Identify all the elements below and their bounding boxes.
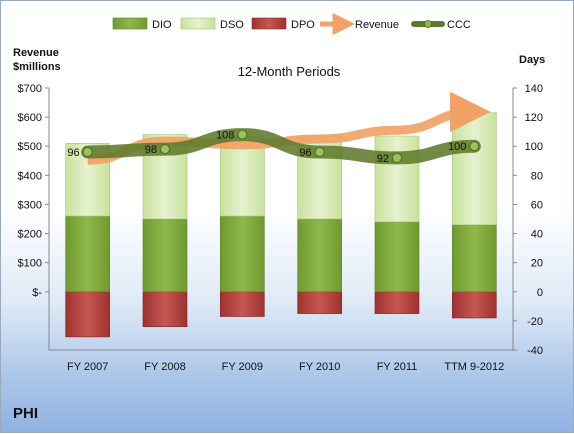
left-tick-label: $600	[18, 112, 42, 124]
right-tick-label: 0	[537, 287, 543, 299]
x-tick-label: FY 2007	[67, 361, 108, 373]
right-tick-label: 120	[525, 112, 543, 124]
left-axis-title-line1: Revenue	[13, 47, 59, 59]
left-axis-title-line2: $millions	[13, 61, 61, 73]
left-tick-label: $-	[32, 287, 42, 299]
right-tick-label: -40	[527, 345, 543, 357]
left-tick-label: $500	[18, 141, 42, 153]
legend-label-revenue: Revenue	[355, 19, 399, 31]
dio-bar	[142, 218, 188, 293]
ccc-point	[469, 141, 480, 152]
left-tick-label: $200	[18, 229, 42, 241]
right-tick-label: 140	[525, 83, 543, 95]
dso-bar	[374, 135, 420, 223]
legend-swatch-ccc-marker	[424, 20, 432, 28]
right-tick-label: 80	[531, 170, 543, 182]
dpo-bar	[142, 291, 188, 328]
ccc-point	[392, 152, 402, 163]
x-tick-label: FY 2009	[222, 361, 263, 373]
ccc-data-label: 108	[216, 130, 234, 142]
legend: DIO DSO DPO Revenue CCC	[112, 12, 471, 36]
right-tick-label: 40	[531, 229, 543, 241]
legend-label-dio: DIO	[152, 19, 172, 31]
ccc-layer: 96 98 108 96 92 100	[67, 128, 481, 165]
ccc-data-label: 96	[67, 147, 79, 159]
ticker-label: PHI	[13, 405, 39, 422]
chart-title: 12-Month Periods	[238, 64, 341, 79]
dio-bar	[297, 218, 342, 293]
legend-swatch-dio	[112, 17, 148, 30]
right-tick-label: 20	[531, 258, 543, 270]
legend-swatch-dpo	[251, 17, 287, 30]
ccc-point	[314, 147, 325, 158]
left-tick-label: $300	[18, 199, 42, 211]
left-tick-label: $400	[18, 170, 42, 182]
right-tick-label: -20	[527, 316, 543, 328]
ccc-data-label: 92	[377, 153, 389, 165]
dio-bar	[220, 215, 265, 293]
ccc-point	[82, 147, 93, 158]
ccc-point	[237, 129, 248, 140]
dpo-bar	[65, 291, 110, 338]
left-tick-label: $100	[18, 258, 42, 270]
right-tick-label: 100	[525, 141, 543, 153]
dpo-bar	[452, 291, 497, 319]
dso-bar	[452, 112, 497, 226]
left-tick-label: $700	[18, 83, 42, 95]
dio-bar	[374, 221, 420, 293]
right-axis-title: Days	[519, 54, 545, 66]
ccc-point	[160, 144, 170, 155]
legend-label-dpo: DPO	[291, 19, 315, 31]
ccc-data-label: 96	[299, 147, 311, 159]
dso-bar	[220, 135, 265, 217]
ticks-layer: $700 $600 $500 $400 $300 $200 $100 $- 140 120 100 8…	[18, 83, 543, 373]
dio-bar	[65, 215, 110, 293]
ccc-data-label: 100	[448, 141, 466, 153]
dpo-bar	[220, 291, 265, 317]
x-tick-label: FY 2008	[144, 361, 185, 373]
ccc-data-label: 98	[145, 144, 157, 156]
x-tick-label: FY 2011	[377, 361, 418, 373]
dpo-bar	[374, 291, 420, 314]
x-tick-label: FY 2010	[299, 361, 340, 373]
dpo-bar	[297, 291, 342, 314]
x-tick-label: TTM 9-2012	[444, 361, 504, 373]
right-tick-label: 60	[531, 199, 543, 211]
legend-swatch-dso	[180, 17, 216, 30]
legend-label-dso: DSO	[220, 19, 244, 31]
legend-label-ccc: CCC	[447, 19, 471, 31]
dio-bar	[452, 224, 497, 293]
